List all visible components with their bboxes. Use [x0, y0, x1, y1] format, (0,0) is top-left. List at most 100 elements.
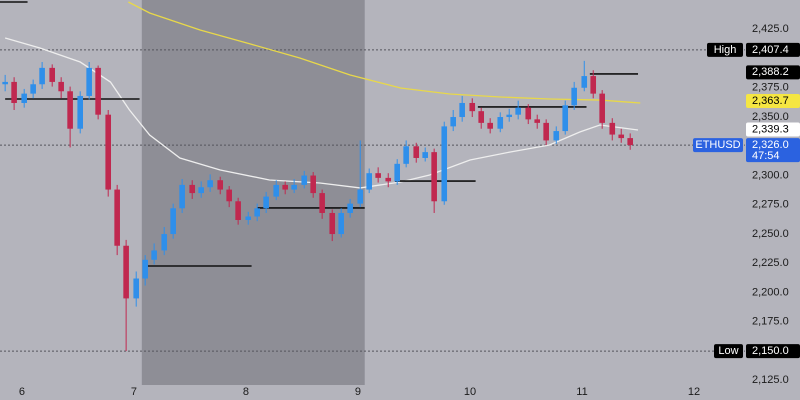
candle-body [459, 102, 465, 118]
candle-body [189, 184, 196, 194]
candle-body [226, 189, 232, 202]
price-marker [746, 122, 800, 137]
candle-body [282, 184, 288, 190]
candle-body [77, 95, 84, 129]
y-tick-label: 2,300.0 [752, 169, 789, 181]
candle-body [123, 245, 129, 299]
candle-body [151, 250, 157, 260]
candle-body [562, 105, 569, 132]
candle-body [329, 212, 336, 235]
price-marker-label: 2,326.0 [752, 139, 789, 151]
x-tick-label: 8 [243, 386, 249, 398]
candle-body [114, 189, 120, 246]
y-tick-label: 2,275.0 [752, 199, 789, 211]
candle-body [487, 122, 493, 129]
candle-body [161, 234, 168, 251]
candle-body [609, 122, 616, 135]
candle-body [497, 117, 504, 129]
candle-body [30, 84, 36, 94]
candle-body [450, 117, 457, 127]
candle-body [590, 76, 597, 94]
candle-body [245, 216, 252, 220]
marker-tag-label: ETHUSD [695, 139, 740, 151]
price-marker-sublabel: 47:54 [752, 150, 780, 162]
candle-body [11, 81, 17, 103]
price-marker-label: 2,339.3 [752, 123, 789, 135]
candle-body [301, 175, 308, 185]
candle-body [413, 146, 420, 158]
candle-body [403, 146, 409, 164]
candle-body [525, 107, 532, 120]
y-tick-label: 2,350.0 [752, 111, 789, 123]
candle-body [506, 114, 513, 118]
candle-body [273, 184, 280, 197]
x-tick-label: 9 [355, 386, 361, 398]
candle-body [469, 102, 476, 112]
candle-body [347, 203, 353, 213]
candle-body [21, 93, 27, 103]
candle-body [49, 67, 55, 82]
candle-body [95, 67, 101, 115]
y-tick-label: 2,225.0 [752, 257, 789, 269]
y-tick-label: 2,375.0 [752, 82, 789, 94]
y-tick-label: 2,425.0 [752, 23, 789, 35]
candle-body [133, 278, 140, 299]
candle-body [86, 67, 92, 96]
y-tick-label: 2,250.0 [752, 228, 789, 240]
candle-body [254, 208, 260, 217]
candle-body [217, 180, 224, 190]
x-tick-label: 6 [19, 386, 25, 398]
x-tick-label: 7 [131, 386, 137, 398]
candle-body [105, 114, 112, 190]
candle-body [599, 93, 605, 123]
candle-body [67, 91, 73, 129]
candle-body [543, 122, 549, 141]
price-marker-label: 2,150.0 [752, 345, 789, 357]
candle-body [58, 81, 64, 92]
marker-tag [714, 344, 743, 359]
candle-body [553, 131, 560, 141]
candle-body [2, 81, 8, 85]
moving-average [4, 37, 639, 189]
candle-body [441, 126, 448, 202]
candle-body [142, 259, 148, 279]
marker-tag [707, 42, 743, 57]
candle-body [235, 201, 241, 220]
candle-body [170, 208, 176, 235]
price-marker-label: 2,363.7 [752, 95, 789, 107]
candle-body [310, 175, 316, 194]
marker-tag-label: Low [718, 345, 738, 357]
session-shade [141, 0, 365, 385]
x-tick-label: 11 [576, 386, 587, 398]
candle-body [366, 173, 372, 190]
x-tick-label: 10 [464, 386, 476, 398]
candle-body [338, 212, 344, 235]
price-marker-label: 2,388.2 [752, 66, 789, 78]
marker-tag-label: High [714, 44, 737, 56]
y-tick-label: 2,175.0 [752, 316, 789, 328]
y-tick-label: 2,200.0 [752, 286, 789, 298]
x-tick-label: 12 [688, 386, 700, 398]
candle-body [198, 187, 204, 194]
price-marker [746, 138, 800, 163]
candle-body [618, 134, 625, 139]
candle-body [207, 180, 213, 188]
price-marker [746, 65, 800, 80]
candle-body [422, 152, 429, 158]
candle-body [515, 107, 521, 115]
y-tick-label: 2,125.0 [752, 374, 789, 386]
candle-body [385, 177, 392, 182]
candle-body [291, 184, 297, 190]
candle-body [179, 184, 185, 209]
candle-body [319, 193, 325, 213]
candle-body [375, 173, 381, 178]
price-marker [746, 344, 800, 359]
price-marker [746, 93, 800, 108]
candle-body [534, 119, 541, 123]
candle-body [431, 152, 437, 202]
moving-average [128, 1, 641, 104]
candle-body [571, 87, 577, 106]
candle-body [39, 67, 45, 85]
price-marker-label: 2,407.4 [752, 44, 789, 56]
